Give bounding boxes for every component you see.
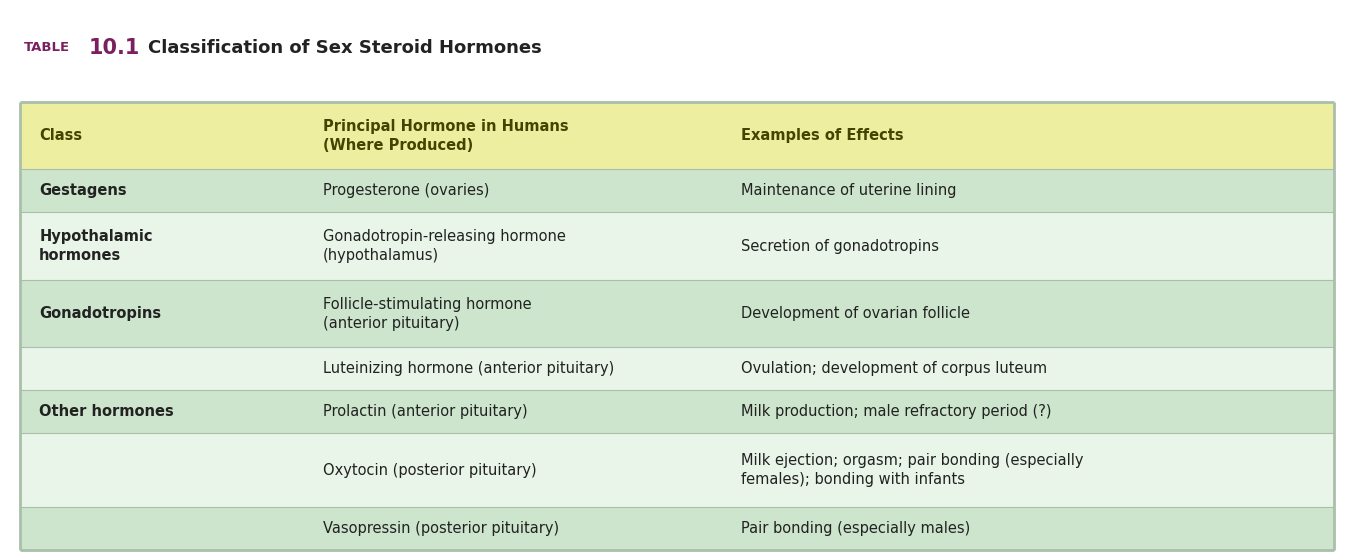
Text: Classification of Sex Steroid Hormones: Classification of Sex Steroid Hormones [148, 39, 543, 57]
Text: Vasopressin (posterior pituitary): Vasopressin (posterior pituitary) [323, 521, 559, 536]
Text: Luteinizing hormone (anterior pituitary): Luteinizing hormone (anterior pituitary) [323, 361, 614, 376]
Bar [20, 347, 1334, 390]
Text: Pair bonding (especially males): Pair bonding (especially males) [741, 521, 971, 536]
Text: Development of ovarian follicle: Development of ovarian follicle [741, 306, 971, 321]
Text: Gonadotropin-releasing hormone
(hypothalamus): Gonadotropin-releasing hormone (hypothal… [323, 229, 566, 263]
Text: Class: Class [39, 128, 82, 143]
Text: TABLE: TABLE [24, 41, 70, 54]
Text: Hypothalamic
hormones: Hypothalamic hormones [39, 229, 153, 263]
Bar [20, 102, 1334, 170]
Text: Gonadotropins: Gonadotropins [39, 306, 161, 321]
Bar [20, 170, 1334, 212]
Text: Prolactin (anterior pituitary): Prolactin (anterior pituitary) [323, 404, 528, 419]
Bar [20, 433, 1334, 507]
Text: Other hormones: Other hormones [39, 404, 174, 419]
Text: Principal Hormone in Humans
(Where Produced): Principal Hormone in Humans (Where Produ… [323, 119, 568, 153]
Text: Secretion of gonadotropins: Secretion of gonadotropins [741, 239, 940, 254]
Text: Gestagens: Gestagens [39, 184, 127, 198]
Text: Oxytocin (posterior pituitary): Oxytocin (posterior pituitary) [323, 463, 536, 478]
Bar [20, 390, 1334, 433]
Text: Progesterone (ovaries): Progesterone (ovaries) [323, 184, 489, 198]
Text: Follicle-stimulating hormone
(anterior pituitary): Follicle-stimulating hormone (anterior p… [323, 297, 532, 331]
Text: 10.1: 10.1 [89, 38, 140, 58]
Bar [20, 212, 1334, 280]
Text: Examples of Effects: Examples of Effects [741, 128, 903, 143]
Text: Maintenance of uterine lining: Maintenance of uterine lining [741, 184, 957, 198]
Text: Ovulation; development of corpus luteum: Ovulation; development of corpus luteum [741, 361, 1048, 376]
Text: Milk production; male refractory period (?): Milk production; male refractory period … [741, 404, 1052, 419]
Bar [20, 507, 1334, 550]
Bar [20, 280, 1334, 347]
Text: Milk ejection; orgasm; pair bonding (especially
females); bonding with infants: Milk ejection; orgasm; pair bonding (esp… [741, 453, 1084, 487]
